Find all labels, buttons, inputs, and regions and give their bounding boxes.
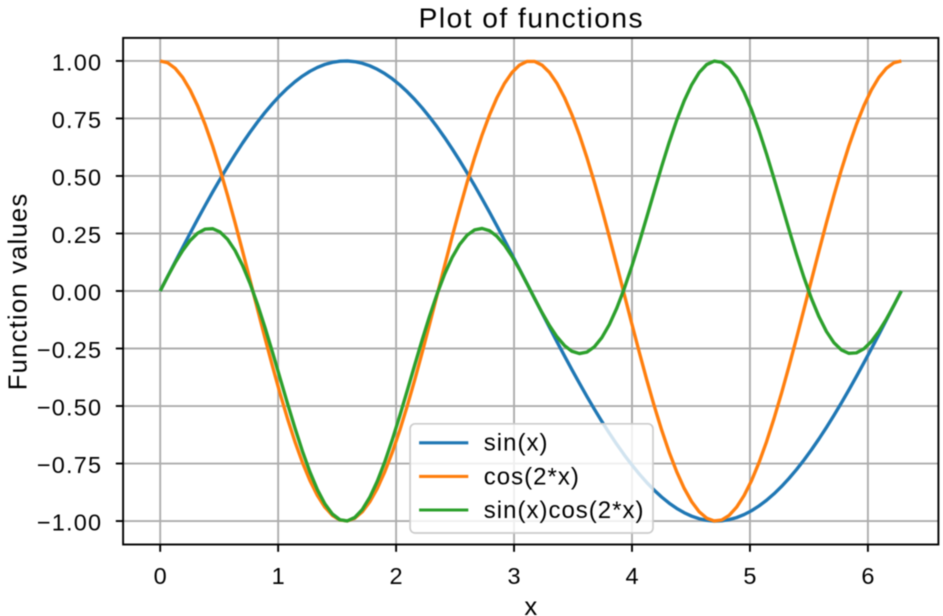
- svg-text:0.50: 0.50: [52, 164, 103, 190]
- svg-text:0: 0: [154, 563, 167, 589]
- svg-text:1.00: 1.00: [52, 49, 103, 75]
- svg-text:cos(2*x): cos(2*x): [484, 463, 580, 490]
- svg-text:3: 3: [508, 563, 521, 589]
- svg-text:sin(x): sin(x): [484, 430, 549, 457]
- svg-text:−0.50: −0.50: [37, 394, 102, 420]
- svg-text:Function values: Function values: [5, 193, 33, 391]
- svg-text:0.75: 0.75: [52, 107, 103, 133]
- svg-text:−0.75: −0.75: [37, 452, 102, 478]
- svg-text:1: 1: [272, 563, 285, 589]
- svg-text:−0.25: −0.25: [37, 337, 102, 363]
- svg-text:2: 2: [390, 563, 403, 589]
- svg-text:0.00: 0.00: [52, 279, 103, 305]
- svg-text:6: 6: [861, 563, 874, 589]
- svg-text:5: 5: [743, 563, 756, 589]
- svg-text:4: 4: [625, 563, 638, 589]
- svg-text:−1.00: −1.00: [37, 509, 102, 535]
- svg-text:0.25: 0.25: [52, 222, 103, 248]
- svg-text:sin(x)cos(2*x): sin(x)cos(2*x): [484, 497, 645, 524]
- svg-text:Plot of functions: Plot of functions: [419, 3, 644, 34]
- svg-text:x: x: [524, 593, 537, 616]
